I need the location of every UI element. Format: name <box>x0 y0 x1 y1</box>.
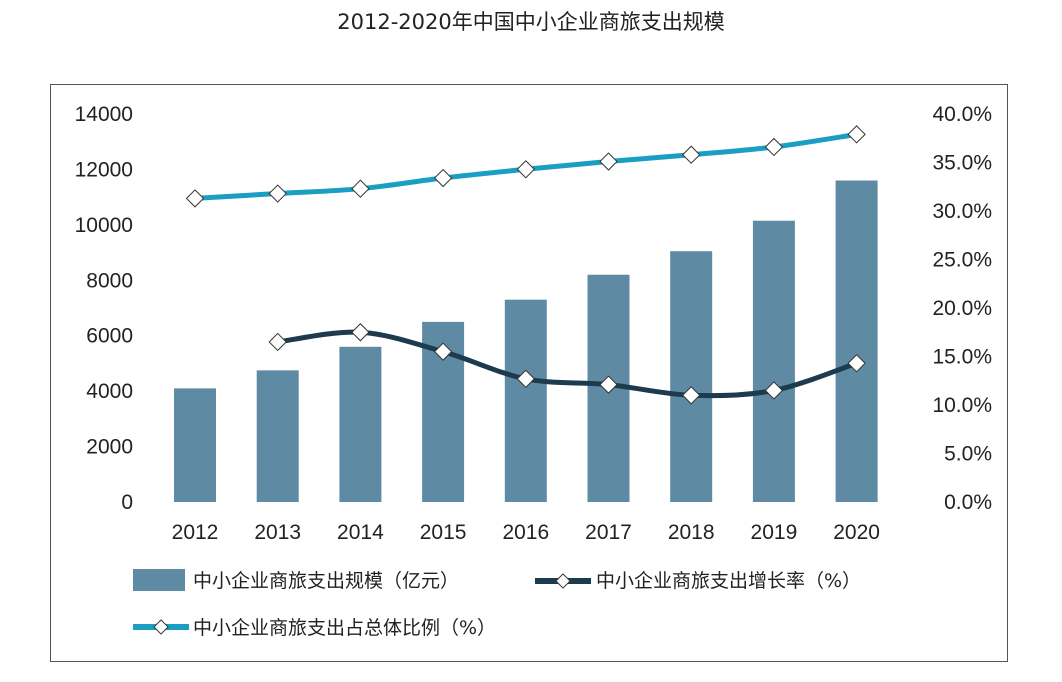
growth-point <box>682 386 701 405</box>
bar-2018 <box>670 251 713 502</box>
growth-point <box>433 342 453 361</box>
x-tick-label: 2018 <box>668 521 715 544</box>
x-axis-ticks: 2012 2013 2014 2015 2016 2017 2018 2019 2020 <box>172 521 880 544</box>
x-tick-label: 2013 <box>254 521 301 544</box>
x-tick-label: 2019 <box>751 521 798 544</box>
x-tick-label: 2014 <box>337 521 384 544</box>
share-point <box>516 160 535 179</box>
growth-point <box>847 354 866 373</box>
right-tick-label: 5.0% <box>944 443 992 466</box>
share-point <box>599 152 618 171</box>
share-point <box>847 125 866 144</box>
left-tick-label: 12000 <box>75 158 133 181</box>
right-tick-label: 20.0% <box>932 297 992 320</box>
right-tick-label: 10.0% <box>932 394 992 417</box>
bar-2012 <box>174 388 216 502</box>
bar-2019 <box>752 220 795 502</box>
left-tick-label: 2000 <box>86 436 133 459</box>
right-tick-label: 35.0% <box>932 152 992 175</box>
x-tick-label: 2020 <box>833 521 880 544</box>
left-axis-ticks: 0 2000 4000 6000 8000 10000 12000 14000 <box>75 103 133 514</box>
growth-point <box>351 323 370 342</box>
growth-point <box>268 332 287 352</box>
left-tick-label: 6000 <box>86 325 133 348</box>
legend-label-bar: 中小企业商旅支出规模（亿元） <box>193 570 459 592</box>
right-tick-label: 30.0% <box>932 200 992 223</box>
left-tick-label: 0 <box>121 491 133 514</box>
share-point <box>268 184 287 203</box>
left-tick-label: 4000 <box>86 380 133 403</box>
chart-title: 2012-2020年中国中小企业商旅支出规模 <box>337 10 725 34</box>
bar-2016 <box>504 299 547 502</box>
line-series <box>185 125 866 405</box>
legend: 中小企业商旅支出规模（亿元） 中小企业商旅支出增长率（%） 中小企业商旅支出占总… <box>133 569 861 639</box>
legend-label-share: 中小企业商旅支出占总体比例（%） <box>193 617 496 639</box>
legend-label-growth: 中小企业商旅支出增长率（%） <box>596 570 861 592</box>
x-tick-label: 2017 <box>585 521 632 544</box>
x-tick-label: 2012 <box>172 521 219 544</box>
share-point <box>764 137 784 157</box>
left-tick-label: 14000 <box>75 103 133 126</box>
chart-frame <box>50 84 1008 662</box>
legend-swatch-bar <box>133 569 185 591</box>
share-point <box>351 179 370 198</box>
right-tick-label: 25.0% <box>932 249 992 272</box>
share-point <box>433 168 453 188</box>
bar-2020 <box>835 180 878 502</box>
growth-point <box>764 381 784 400</box>
bar-series <box>174 180 878 502</box>
legend-swatch-share-marker <box>153 619 169 635</box>
growth-point <box>599 375 618 394</box>
x-tick-label: 2016 <box>502 521 549 544</box>
left-tick-label: 10000 <box>75 214 133 237</box>
right-tick-label: 40.0% <box>932 103 992 126</box>
legend-swatch-growth-marker <box>555 573 571 589</box>
right-tick-label: 0.0% <box>944 491 992 514</box>
share-point <box>185 189 205 208</box>
bar-2014 <box>339 346 382 502</box>
growth-point <box>516 369 535 389</box>
left-tick-label: 8000 <box>86 269 133 292</box>
x-tick-label: 2015 <box>420 521 467 544</box>
right-tick-label: 15.0% <box>932 346 992 369</box>
right-axis-ticks: 0.0% 5.0% 10.0% 15.0% 20.0% 25.0% 30.0% 35.0% 40… <box>932 103 992 514</box>
share-point <box>682 145 701 164</box>
bar-2013 <box>256 370 299 502</box>
